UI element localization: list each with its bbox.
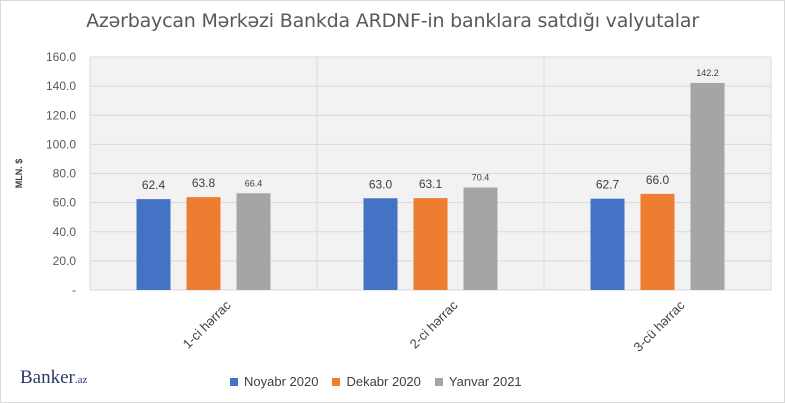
legend-label: Noyabr 2020 [244,374,319,389]
data-label: 62.4 [142,178,166,192]
y-tick-label: 60.0 [53,196,77,210]
legend-item: Dekabr 2020 [332,374,421,389]
x-tick-label: 1-ci hərrac [180,297,234,351]
bar [363,198,398,290]
bar [413,198,448,290]
data-label: 62.7 [596,178,620,192]
y-tick-label: 20.0 [53,254,77,268]
banker-logo: Banker.az [20,367,88,388]
legend-swatch [332,377,341,386]
legend-swatch [434,377,443,386]
y-tick-label: 80.0 [53,167,77,181]
y-tick-label: 100.0 [46,137,76,151]
y-tick-label: 40.0 [53,225,77,239]
data-label: 66.0 [646,173,670,187]
data-label: 70.4 [472,172,490,182]
bar [690,82,725,290]
y-tick-label: - [72,283,76,297]
data-label: 63.8 [192,176,216,190]
data-label: 142.2 [696,68,719,78]
data-label: 63.0 [369,177,393,191]
legend-swatch [230,377,238,386]
legend-item: Yanvar 2021 [434,374,522,389]
bar [463,187,498,290]
legend-label: Yanvar 2021 [448,374,522,389]
bar [136,199,171,290]
data-label: 63.1 [419,177,443,191]
y-tick-label: 140.0 [46,79,76,93]
data-label: 66.4 [245,178,263,188]
y-axis-label: MLN. $ [14,159,24,189]
x-tick-label: 2-ci hərrac [407,297,461,351]
chart-title: Azərbaycan Mərkəzi Bankda ARDNF-in bankl… [86,10,699,32]
y-tick-label: 120.0 [46,108,76,122]
bar [640,193,675,290]
bar [590,198,625,290]
x-tick-label: 3-cü hərrac [631,297,688,354]
legend-label: Dekabr 2020 [346,374,421,389]
legend-item: Noyabr 2020 [230,374,318,389]
y-tick-label: 160.0 [46,50,76,64]
bar [236,193,271,290]
chart-legend: Noyabr 2020 Dekabr 2020 Yanvar 2021 [230,374,536,389]
bar [186,197,221,290]
